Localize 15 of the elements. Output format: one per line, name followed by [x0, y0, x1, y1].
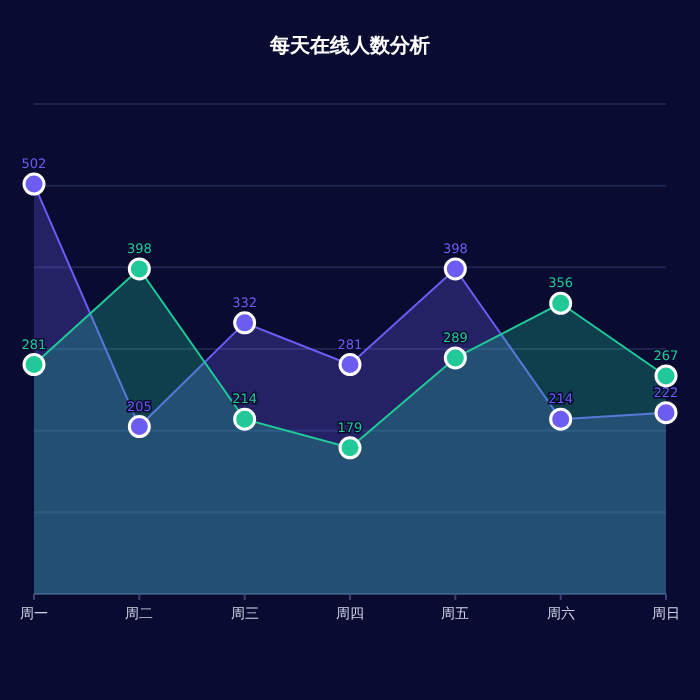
point: [127, 257, 151, 281]
point: [233, 311, 257, 335]
point: [443, 257, 467, 281]
point: [549, 291, 573, 315]
point: [127, 415, 151, 439]
point: [233, 407, 257, 431]
chart-title: 每天在线人数分析: [268, 34, 430, 58]
point: [654, 364, 678, 388]
point: [22, 353, 46, 377]
point: [443, 346, 467, 370]
point: [22, 172, 46, 196]
point: [549, 407, 573, 431]
point: [654, 401, 678, 425]
point: [338, 436, 362, 460]
point: [338, 353, 362, 377]
